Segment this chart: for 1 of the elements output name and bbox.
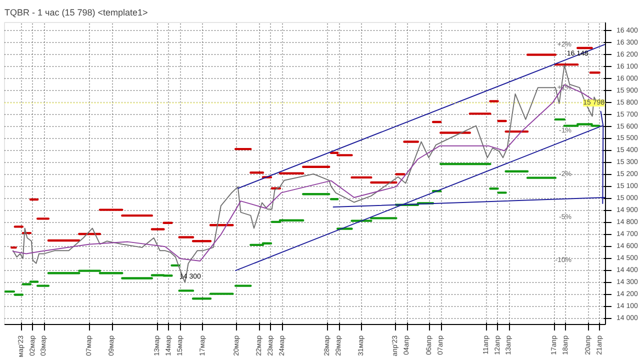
chart-title: TQBR - 1 час (15 798) <template1> xyxy=(4,8,148,18)
